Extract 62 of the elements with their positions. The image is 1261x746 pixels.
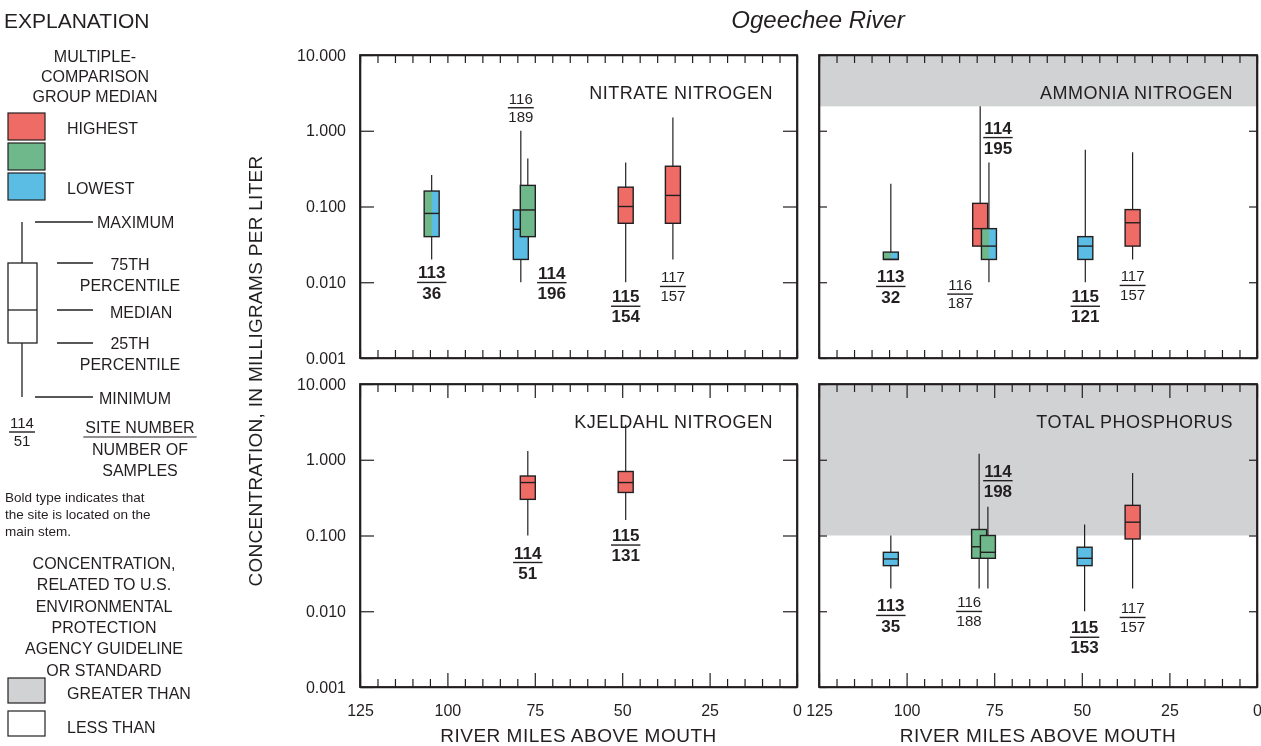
annotation: 115 153 — [1070, 618, 1099, 658]
x-tick-label: 0 — [1253, 702, 1261, 720]
chart-title: Ogeechee River — [731, 6, 906, 33]
x-tick-label: 75 — [526, 702, 545, 720]
y-tick-label: 0.010 — [305, 273, 347, 291]
x-tick-label: 100 — [893, 702, 921, 720]
text: NITRATE NITROGEN — [589, 83, 773, 103]
x-tick-label: 125 — [347, 702, 374, 720]
x-tick-label: 25 — [1161, 702, 1179, 720]
y-tick-label: 10.000 — [297, 375, 347, 393]
y-tick-label: 0.010 — [305, 602, 347, 620]
x-tick-label: 125 — [806, 702, 833, 720]
text: GREATER THAN — [67, 685, 191, 702]
x-tick-label: 50 — [613, 702, 632, 720]
annotation: 115 121 — [1071, 287, 1100, 327]
x-axis-title: RIVER MILES ABOVE MOUTH — [440, 725, 717, 746]
text: 75TH PERCENTILE — [79, 256, 181, 294]
text: TOTAL PHOSPHORUS — [1036, 412, 1233, 432]
x-tick-label: 100 — [434, 702, 462, 720]
text: SITE NUMBER NUMBER OF SAMPLES — [85, 419, 195, 479]
x-tick-label: 50 — [1073, 702, 1092, 720]
y-tick-label: 1.000 — [305, 122, 347, 140]
text: CONCENTRATION, RELATED TO U.S. ENVIRONMENTAL PROTECTION AGENCY GUIDELINE OR STANDARD — [25, 555, 183, 679]
annotation: 117 157 — [1120, 599, 1146, 635]
text: 25TH PERCENTILE — [79, 335, 181, 373]
y-axis-title: CONCENTRATION, IN MILLIGRAMS PER LITER — [245, 155, 266, 587]
y-tick-label: 0.001 — [305, 349, 347, 367]
x-tick-label: 75 — [985, 702, 1004, 720]
text: MAXIMUM — [97, 214, 175, 231]
y-tick-label: 1.000 — [305, 451, 347, 469]
text: MULTIPLE- COMPARISON GROUP MEDIAN — [32, 48, 158, 105]
y-tick-label: 0.001 — [305, 678, 347, 696]
text: AMMONIA NITROGEN — [1039, 83, 1233, 103]
annotation: 113 35 — [877, 596, 905, 636]
annotation: 114 198 — [983, 461, 1013, 501]
annotation: 113 36 — [417, 263, 446, 303]
annotation: 116 188 — [956, 593, 982, 629]
annotation: 114 51 — [514, 543, 543, 583]
text: KJELDAHL NITROGEN — [574, 412, 773, 432]
annotation: 117 157 — [660, 268, 686, 304]
annotation: 115 131 — [611, 526, 640, 566]
annotation: 114 195 — [983, 118, 1013, 158]
text: MINIMUM — [99, 390, 171, 407]
y-tick-label: 10.000 — [297, 46, 347, 64]
y-tick-label: 0.100 — [305, 198, 347, 216]
text: HIGHEST — [67, 120, 139, 137]
x-tick-label: 25 — [701, 702, 720, 720]
annotation: 113 32 — [877, 267, 905, 307]
text: LESS THAN — [67, 719, 156, 736]
x-axis-title: RIVER MILES ABOVE MOUTH — [899, 725, 1177, 746]
y-tick-label: 0.100 — [305, 527, 347, 545]
text: 114 51 — [10, 414, 34, 450]
x-tick-label: 0 — [793, 702, 803, 720]
annotation: 116 187 — [947, 276, 973, 312]
text: MEDIAN — [110, 304, 173, 321]
text: LOWEST — [67, 180, 135, 197]
annotation: 114 196 — [537, 263, 567, 303]
annotation: 117 157 — [1120, 267, 1146, 303]
text: EXPLANATION — [4, 9, 150, 32]
text: Bold type indicates that the site is located on the main stem. — [5, 490, 151, 539]
annotation: 116 189 — [508, 89, 534, 125]
annotation: 115 154 — [611, 287, 641, 327]
